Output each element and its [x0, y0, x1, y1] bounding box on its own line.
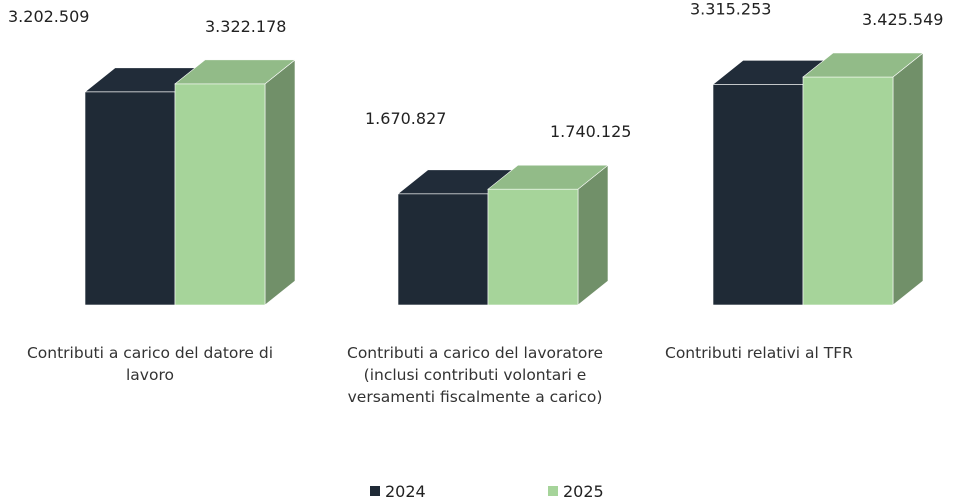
category-label: Contributi a carico del datore di lavoro: [26, 344, 274, 384]
bar: [487, 188, 579, 306]
legend-swatch: [548, 486, 558, 496]
value-label: 1.740.125: [550, 122, 631, 141]
bar: [84, 91, 176, 306]
value-label: 3.202.509: [8, 7, 89, 26]
legend-label: 2024: [385, 482, 426, 501]
bar-top: [802, 52, 924, 78]
bar-side: [892, 52, 924, 306]
value-label: 3.315.253: [690, 0, 771, 18]
legend-swatch: [370, 486, 380, 496]
bar-side: [264, 59, 296, 306]
bar: [397, 193, 489, 306]
category-label: Contributi relativi al TFR: [665, 344, 853, 362]
bar: [802, 76, 894, 306]
bar-top: [487, 164, 609, 190]
bar-top: [174, 59, 296, 85]
value-label: 3.425.549: [862, 10, 943, 29]
value-label: 1.670.827: [365, 109, 446, 128]
bar: [174, 83, 266, 306]
value-label: 3.322.178: [205, 17, 286, 36]
category-label: Contributi a carico del lavoratore (incl…: [347, 344, 603, 406]
legend-label: 2025: [563, 482, 604, 501]
bar-side: [577, 164, 609, 306]
bar: [712, 84, 804, 306]
